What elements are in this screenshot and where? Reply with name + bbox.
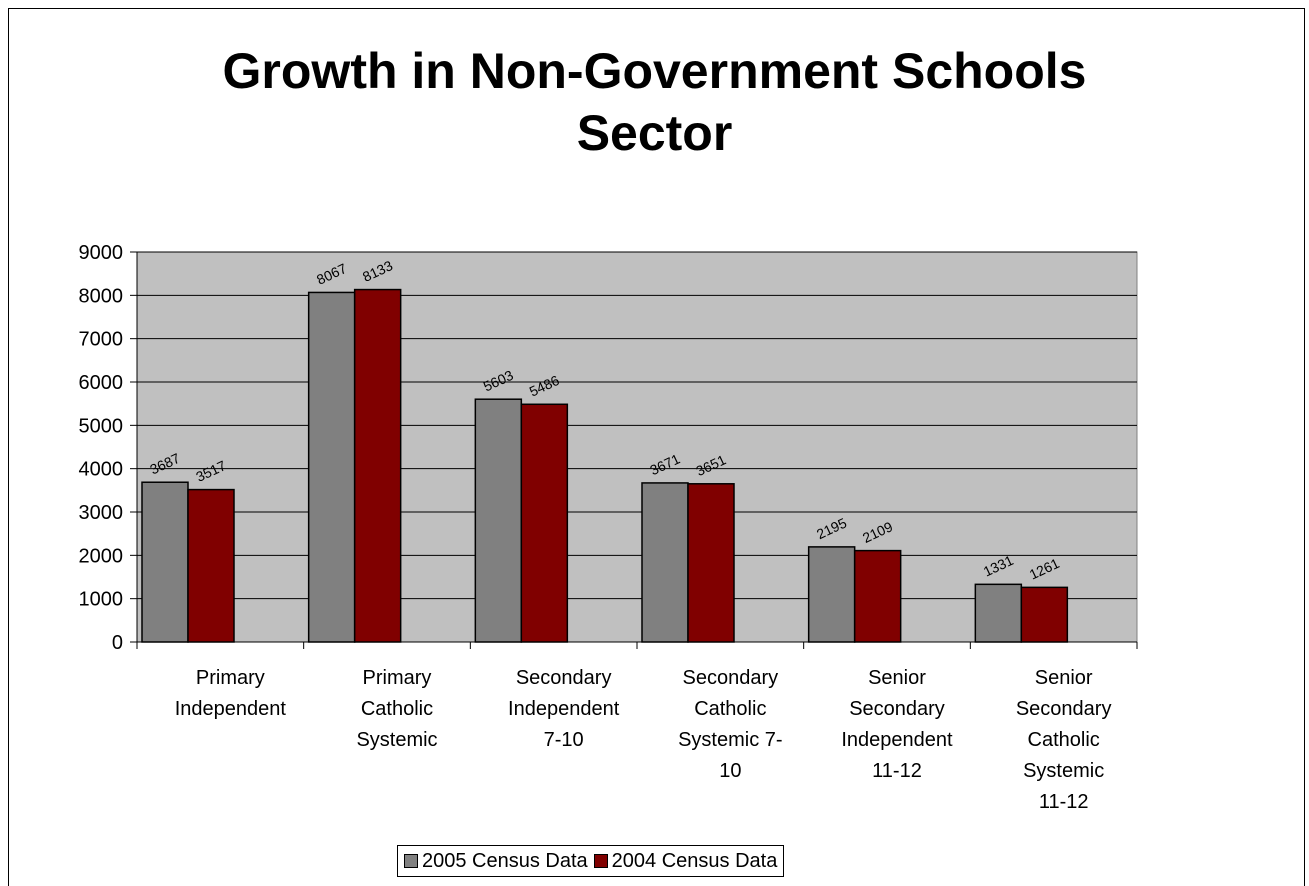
- bar: [474, 398, 523, 643]
- legend-item-2005: 2005 Census Data: [404, 850, 588, 873]
- x-category-label: Primary: [363, 667, 432, 689]
- x-category-label: Independent: [175, 698, 287, 720]
- bar: [687, 483, 735, 643]
- plot-area: [136, 251, 1138, 643]
- x-category-label: Independent: [841, 729, 953, 751]
- x-category-label: Secondary: [516, 667, 612, 689]
- x-category-label: Independent: [508, 698, 620, 720]
- y-tick-label: 9000: [79, 242, 124, 264]
- legend-label-2005: 2005 Census Data: [422, 849, 588, 872]
- y-tick-label: 5000: [79, 415, 124, 437]
- bar: [853, 549, 902, 643]
- bar: [520, 403, 569, 643]
- x-category-label: Catholic: [361, 698, 433, 720]
- y-tick-label: 4000: [79, 459, 124, 481]
- legend-item-2004: 2004 Census Data: [593, 849, 778, 873]
- chart-title-line-1: Growth in Non-Government Schools: [222, 43, 1087, 99]
- bar: [353, 288, 402, 643]
- y-tick-label: 2000: [79, 545, 124, 567]
- bar: [807, 546, 856, 643]
- legend-swatch-2004: [593, 854, 608, 868]
- legend: 2005 Census Data 2004 Census Data: [397, 845, 785, 877]
- bar: [187, 488, 235, 643]
- legend-swatch-2005: [404, 854, 418, 868]
- bar: [141, 481, 189, 643]
- y-tick-label: 8000: [79, 285, 124, 307]
- x-category-label: Catholic: [694, 698, 766, 720]
- bar: [641, 482, 689, 643]
- chart-title-line-2: Sector: [576, 105, 733, 161]
- y-tick-label: 0: [112, 632, 123, 654]
- x-category-label: Systemic: [356, 729, 437, 751]
- x-category-label: Secondary: [1016, 698, 1112, 720]
- y-tick-label: 6000: [79, 372, 124, 394]
- x-category-label: Senior: [1035, 667, 1093, 689]
- bar: [974, 583, 1023, 643]
- bar: [307, 291, 356, 643]
- x-category-label: Systemic 7-: [678, 729, 782, 751]
- x-category-label: Primary: [196, 667, 265, 689]
- x-category-label: 11-12: [1039, 791, 1089, 813]
- x-category-label: Catholic: [1028, 729, 1100, 751]
- y-tick-label: 1000: [79, 589, 124, 611]
- legend-label-2004: 2004 Census Data: [611, 849, 778, 872]
- x-category-label: Systemic: [1023, 760, 1104, 782]
- y-tick-label: 3000: [79, 502, 124, 524]
- y-tick-label: 7000: [79, 329, 124, 351]
- x-category-label: 7-10: [544, 729, 584, 751]
- x-category-label: 10: [719, 760, 741, 782]
- x-category-label: Senior: [868, 667, 926, 689]
- chart-frame: [8, 8, 1305, 886]
- x-category-label: Secondary: [849, 698, 945, 720]
- bar: [1020, 586, 1069, 643]
- x-category-label: 11-12: [872, 760, 922, 782]
- chart-title: Growth in Non-Government Schools Sector: [0, 40, 1309, 164]
- x-category-label: Secondary: [683, 667, 779, 689]
